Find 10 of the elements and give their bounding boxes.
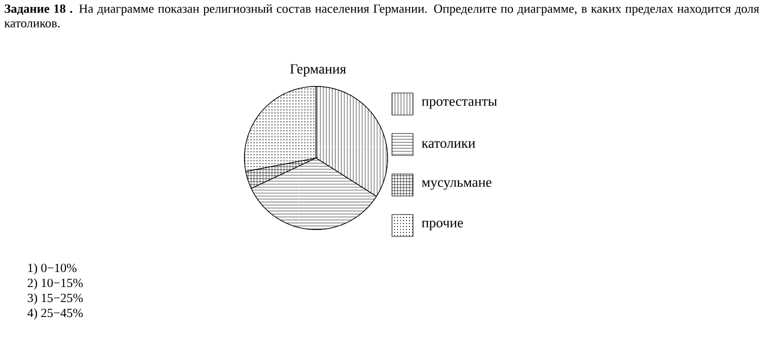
legend-label: католики: [422, 141, 476, 148]
text: 4) 25−45%: [27, 308, 83, 320]
legend-label: протестанты: [422, 99, 497, 109]
text: Задание 18 . На диаграмме показан религиозный состав населения Германии. Определите по диаграмме, в каких пределах находится доля католиков.: [4, 4, 760, 28]
legend-label: прочие: [422, 220, 463, 230]
legend-label: мусульмане: [422, 180, 492, 190]
chart-title: Германия: [290, 64, 346, 76]
text: 2) 10−15%: [28, 278, 83, 290]
text: 3) 15−25%: [28, 293, 83, 305]
text: 1) 0−10%: [28, 263, 77, 275]
